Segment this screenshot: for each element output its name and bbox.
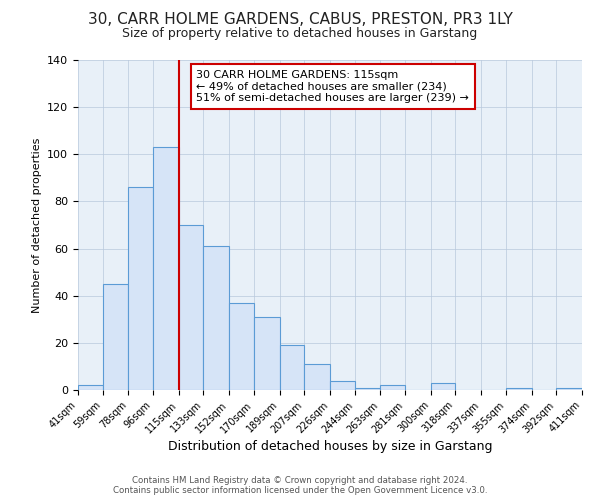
Bar: [355, 388, 380, 390]
Bar: [506, 388, 532, 390]
Bar: [280, 345, 304, 390]
Bar: [203, 246, 229, 390]
Bar: [128, 188, 153, 390]
Bar: [179, 225, 203, 390]
Text: 30 CARR HOLME GARDENS: 115sqm
← 49% of detached houses are smaller (234)
51% of : 30 CARR HOLME GARDENS: 115sqm ← 49% of d…: [196, 70, 469, 103]
Bar: [556, 388, 582, 390]
Y-axis label: Number of detached properties: Number of detached properties: [32, 138, 41, 312]
Text: 30, CARR HOLME GARDENS, CABUS, PRESTON, PR3 1LY: 30, CARR HOLME GARDENS, CABUS, PRESTON, …: [88, 12, 512, 28]
Text: Contains HM Land Registry data © Crown copyright and database right 2024.
Contai: Contains HM Land Registry data © Crown c…: [113, 476, 487, 495]
Bar: [229, 303, 254, 390]
Bar: [304, 364, 330, 390]
Bar: [330, 380, 355, 390]
Bar: [254, 317, 280, 390]
Bar: [103, 284, 128, 390]
Bar: [78, 386, 103, 390]
Text: Size of property relative to detached houses in Garstang: Size of property relative to detached ho…: [122, 28, 478, 40]
Bar: [431, 383, 455, 390]
Bar: [380, 386, 405, 390]
X-axis label: Distribution of detached houses by size in Garstang: Distribution of detached houses by size …: [168, 440, 492, 453]
Bar: [153, 147, 179, 390]
